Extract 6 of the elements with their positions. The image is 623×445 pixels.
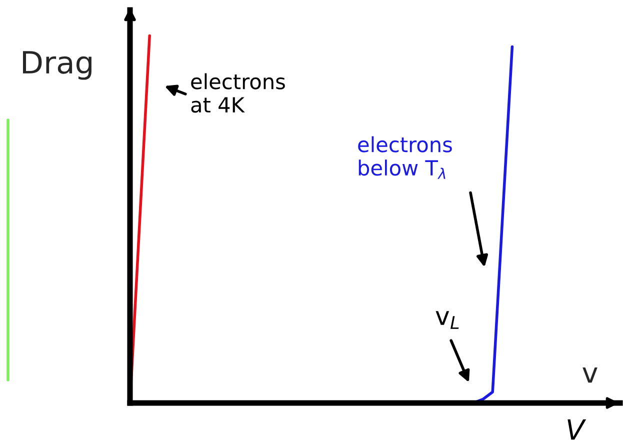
y-axis-title: Drag — [23, 51, 92, 80]
annotation: electrons at 4K — [191, 73, 285, 113]
x-axis-title: v — [582, 367, 598, 383]
annotation: electrons below T$_{λ}$ — [358, 136, 452, 179]
annotation: v$_{L}$ — [436, 311, 459, 329]
text: V — [568, 419, 586, 440]
